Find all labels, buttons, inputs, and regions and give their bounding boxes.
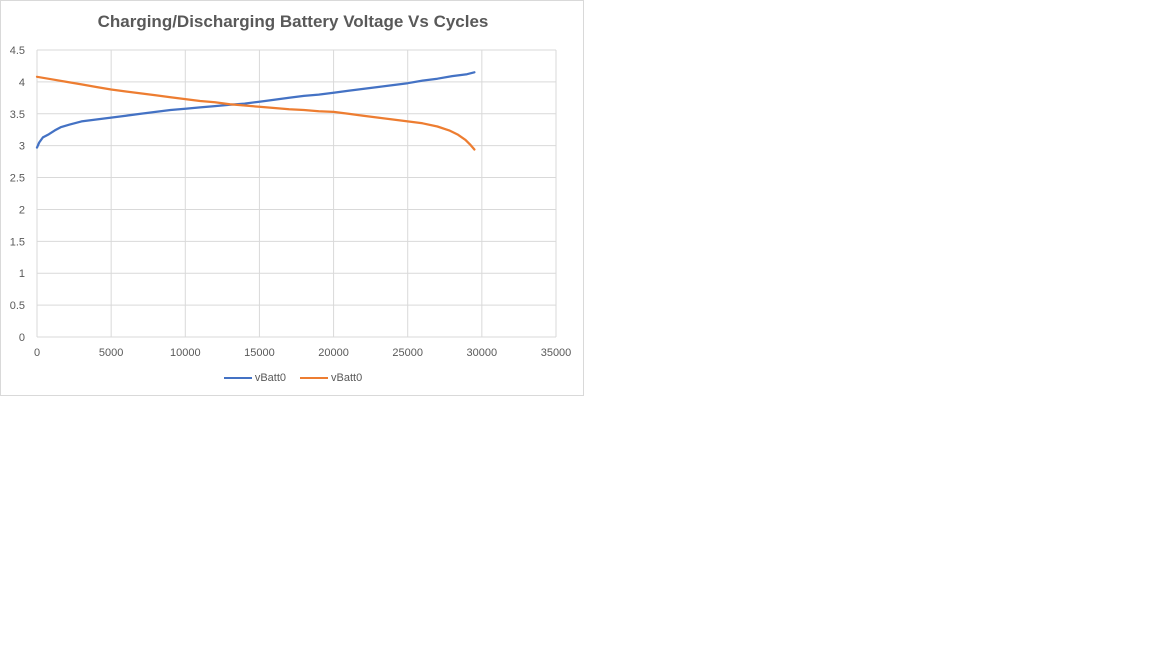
x-tick-label: 5000 <box>99 347 123 359</box>
legend-label: vBatt0 <box>254 372 286 384</box>
x-tick-label: 10000 <box>170 347 201 359</box>
x-tick-label: 30000 <box>467 347 498 359</box>
chart-container: Charging/Discharging Battery Voltage Vs … <box>0 0 584 396</box>
y-tick-label: 2.5 <box>10 173 25 185</box>
y-tick-label: 3 <box>19 141 25 153</box>
y-tick-label: 0 <box>19 332 25 344</box>
series-line-2 <box>35 75 476 151</box>
legend-item-2: vBatt0 <box>300 372 362 384</box>
legend-item-1: vBatt0 <box>223 372 286 384</box>
y-tick-label: 1.5 <box>10 236 25 248</box>
y-tick-label: 3.5 <box>10 109 25 121</box>
x-tick-label: 15000 <box>244 347 275 359</box>
chart-legend: vBatt0 vBatt0 <box>1 372 585 384</box>
y-tick-label: 0.5 <box>10 300 25 312</box>
series-line-1 <box>35 71 476 149</box>
legend-swatch-icon <box>223 377 252 379</box>
x-tick-label: 25000 <box>392 347 423 359</box>
y-tick-label: 4 <box>19 77 25 89</box>
x-tick-label: 0 <box>34 347 40 359</box>
legend-swatch-icon <box>300 377 328 379</box>
x-tick-label: 35000 <box>541 347 572 359</box>
y-tick-label: 1 <box>19 268 25 280</box>
legend-label: vBatt0 <box>331 372 363 384</box>
y-tick-label: 4.5 <box>10 45 25 57</box>
y-tick-label: 2 <box>19 204 25 216</box>
x-tick-label: 20000 <box>318 347 349 359</box>
chart-title: Charging/Discharging Battery Voltage Vs … <box>97 12 489 31</box>
chart-plot-area: 0 0.5 1 1.5 2 2.5 3 3.5 4 4.5 0 5000 10000 15000 20000… <box>10 45 572 359</box>
